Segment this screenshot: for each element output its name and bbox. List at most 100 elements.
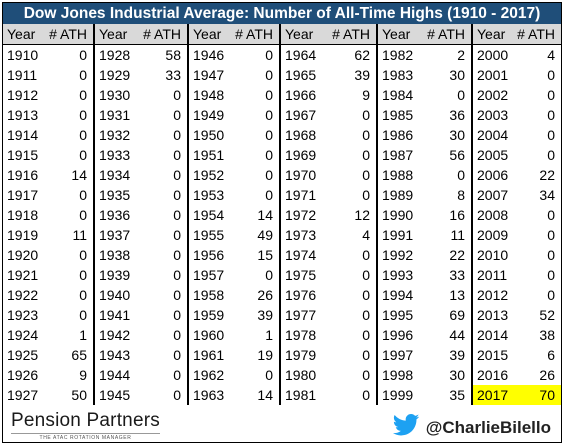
table-row: 1920 0 1938 0 1956 15 1974 0 1992 22 2010 0	[3, 245, 561, 265]
table-row: 1911 0 1929 33 1947 0 1965 39 1983 30 2001 0	[3, 65, 561, 85]
ath-count-cell: 0	[327, 385, 378, 405]
year-cell: 1985	[382, 107, 414, 123]
year-cell: 1976	[285, 287, 317, 303]
ath-count-cell: 0	[139, 365, 189, 385]
table-row: 1914 0 1932 0 1950 0 1968 0 1986 30 2004 0	[3, 125, 561, 145]
year-cell: 1910	[7, 47, 39, 63]
year-cell: 1911	[7, 67, 38, 83]
ath-count-cell: 36	[423, 105, 473, 125]
year-cell: 1941	[99, 307, 131, 323]
ath-count-cell: 70	[511, 385, 561, 405]
ath-count-cell: 44	[423, 325, 473, 345]
year-cell: 1922	[7, 287, 39, 303]
table-row: 1910 0 1928 58 1946 0 1964 62 1982 2 2000 4	[3, 44, 561, 65]
year-cell: 1945	[99, 387, 131, 403]
ath-count-cell: 11	[423, 225, 473, 245]
ath-count-cell: 15	[230, 245, 281, 265]
year-cell: 1965	[285, 67, 317, 83]
year-cell: 1980	[285, 367, 317, 383]
year-cell: 1919	[7, 227, 39, 243]
header-year: Year	[377, 24, 423, 45]
year-cell: 1942	[99, 327, 131, 343]
ath-count-cell: 35	[423, 385, 473, 405]
year-cell: 1973	[285, 227, 317, 243]
year-cell: 1933	[99, 147, 131, 163]
year-cell: 2017	[472, 385, 511, 405]
year-cell: 1939	[99, 267, 131, 283]
table-row: 1919 11 1937 0 1955 49 1973 4 1991 11 2009 0	[3, 225, 561, 245]
year-cell: 1962	[193, 367, 225, 383]
year-cell: 2008	[477, 207, 509, 223]
table-row: 1924 1 1942 0 1960 1 1978 0 1996 44 2014 38	[3, 325, 561, 345]
year-cell: 1972	[285, 207, 317, 223]
twitter-bird-icon	[392, 414, 420, 441]
table-row: 1927 50 1945 0 1963 14 1981 0 1999 35 2017 70	[3, 385, 561, 405]
brand-logo: Pension Partners THE ATAC ROTATION MANAG…	[11, 410, 160, 441]
ath-count-cell: 2	[423, 44, 473, 65]
ath-count-cell: 0	[547, 107, 555, 123]
year-cell: 2006	[477, 167, 509, 183]
year-cell: 1923	[7, 307, 39, 323]
ath-count-cell: 4	[327, 225, 378, 245]
year-cell: 1934	[99, 167, 131, 183]
ath-count-cell: 0	[139, 125, 189, 145]
ath-count-cell: 0	[547, 207, 555, 223]
ath-count-cell: 38	[539, 327, 555, 343]
year-cell: 2003	[477, 107, 509, 123]
ath-count-cell: 14	[230, 385, 281, 405]
table-row: 1921 0 1939 0 1957 0 1975 0 1993 33 2011 0	[3, 265, 561, 285]
year-cell: 1960	[193, 327, 225, 343]
year-cell: 1956	[193, 247, 225, 263]
year-cell: 1961	[193, 347, 225, 363]
year-cell: 1940	[99, 287, 131, 303]
year-cell: 1978	[285, 327, 317, 343]
year-cell: 1964	[285, 47, 317, 63]
ath-count-cell: 0	[139, 305, 189, 325]
year-cell: 2000	[477, 47, 509, 63]
year-cell: 1951	[193, 147, 225, 163]
header-year: Year	[3, 24, 44, 45]
ath-count-cell: 9	[44, 365, 95, 385]
ath-count-cell: 26	[230, 285, 281, 305]
ath-count-cell: 49	[230, 225, 281, 245]
year-cell: 1920	[7, 247, 39, 263]
header-ath: # ATH	[230, 24, 281, 45]
year-cell: 1916	[7, 167, 39, 183]
year-cell: 1996	[382, 327, 414, 343]
ath-count-cell: 0	[547, 267, 555, 283]
year-cell: 1986	[382, 127, 414, 143]
chart-title: Dow Jones Industrial Average: Number of …	[3, 3, 561, 24]
year-cell: 1997	[382, 347, 414, 363]
year-cell: 1994	[382, 287, 414, 303]
year-cell: 1952	[193, 167, 225, 183]
ath-count-cell: 39	[230, 305, 281, 325]
ath-count-cell: 0	[44, 125, 95, 145]
ath-count-cell: 0	[547, 287, 555, 303]
ath-count-cell: 65	[44, 345, 95, 365]
ath-count-cell: 0	[547, 127, 555, 143]
ath-count-cell: 50	[44, 385, 95, 405]
year-cell: 1999	[382, 387, 414, 403]
ath-count-cell: 0	[327, 285, 378, 305]
year-cell: 1988	[382, 167, 414, 183]
ath-count-cell: 0	[139, 325, 189, 345]
year-cell: 1963	[193, 387, 225, 403]
ath-count-cell: 0	[327, 145, 378, 165]
ath-count-cell: 0	[139, 85, 189, 105]
year-cell: 1998	[382, 367, 414, 383]
ath-count-cell: 0	[327, 105, 378, 125]
ath-count-cell: 19	[230, 345, 281, 365]
ath-count-cell: 0	[44, 245, 95, 265]
ath-count-cell: 22	[539, 167, 555, 183]
ath-count-cell: 1	[44, 325, 95, 345]
table-row: 1913 0 1931 0 1949 0 1967 0 1985 36 2003 0	[3, 105, 561, 125]
ath-count-cell: 0	[44, 65, 95, 85]
ath-count-cell: 0	[44, 145, 95, 165]
ath-count-cell: 69	[423, 305, 473, 325]
ath-count-cell: 0	[230, 265, 281, 285]
year-cell: 1938	[99, 247, 131, 263]
ath-count-cell: 0	[327, 265, 378, 285]
year-cell: 1930	[99, 87, 131, 103]
header-year: Year	[472, 24, 511, 45]
year-cell: 1949	[193, 107, 225, 123]
